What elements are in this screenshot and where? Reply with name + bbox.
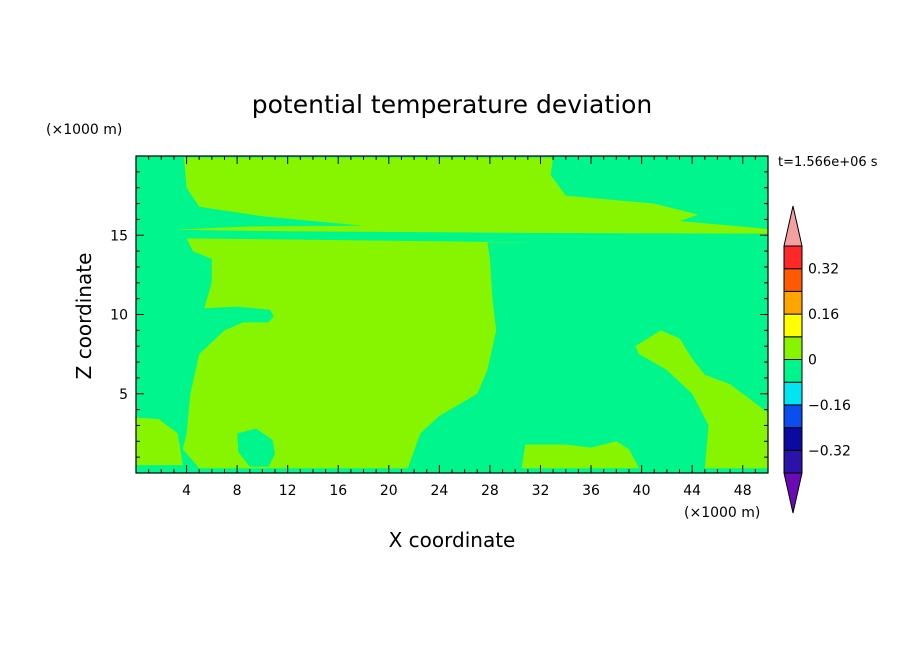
contour-region-mid-left-positive [182, 238, 539, 469]
colorbar-band [783, 427, 803, 451]
colorbar-band [783, 290, 803, 315]
contour-region-upper-left-positive [173, 157, 768, 234]
colorbar-band [783, 245, 803, 270]
colorbar-band [783, 381, 803, 406]
x-tick-label: 12 [279, 483, 297, 499]
y-tick-label: 5 [119, 387, 128, 403]
y-ticks: 5 10 15 [110, 171, 768, 458]
colorbar-band [783, 404, 803, 429]
colorbar-extend-low [783, 472, 803, 514]
colorbar-band [783, 359, 803, 383]
x-tick-label: 24 [430, 483, 448, 499]
colorbar-tick-label: 0.16 [808, 307, 839, 323]
y-unit-label: (×1000 m) [46, 122, 122, 138]
x-tick-label: 40 [633, 483, 651, 499]
contour-region-inner-negative-left [224, 306, 274, 331]
plot-area [136, 156, 768, 473]
x-tick-label: 28 [481, 483, 499, 499]
contour-region-right-plume-positive [635, 330, 768, 469]
x-tick-label: 20 [380, 483, 398, 499]
x-tick-label: 16 [329, 483, 347, 499]
colorbar-tick-label: −0.32 [808, 443, 851, 459]
colorbar-tick-label: −0.16 [808, 398, 851, 414]
colorbar-extend-high [783, 205, 803, 247]
contour-region-small-blob-negative [237, 428, 275, 467]
y-axis-label: Z coordinate [72, 253, 96, 380]
x-ticks: 4 8 12 16 20 24 28 32 36 40 44 48 [148, 156, 756, 499]
colorbar-band [783, 336, 803, 360]
colorbar-band [783, 268, 803, 292]
time-label: t=1.566e+06 s [778, 155, 878, 170]
x-axis-label: X coordinate [389, 528, 516, 552]
colorbar: 0.32 0.16 0 −0.16 −0.32 [783, 205, 851, 514]
colorbar-band [783, 313, 803, 338]
x-tick-label: 8 [233, 483, 242, 499]
x-tick-label: 44 [683, 483, 701, 499]
x-tick-label: 36 [582, 483, 600, 499]
x-tick-label: 48 [734, 483, 752, 499]
colorbar-band [783, 449, 803, 474]
y-tick-label: 15 [110, 228, 128, 244]
y-tick-label: 10 [110, 308, 128, 324]
x-tick-label: 32 [532, 483, 550, 499]
colorbar-tick-label: 0 [808, 353, 817, 369]
colorbar-tick-label: 0.32 [808, 262, 839, 278]
x-unit-label: (×1000 m) [684, 505, 760, 521]
contour-region-left-edge-positive [136, 417, 183, 466]
x-tick-label: 4 [182, 483, 191, 499]
contour-region-bottom-strip-positive [521, 441, 640, 469]
chart-title: potential temperature deviation [252, 90, 652, 119]
